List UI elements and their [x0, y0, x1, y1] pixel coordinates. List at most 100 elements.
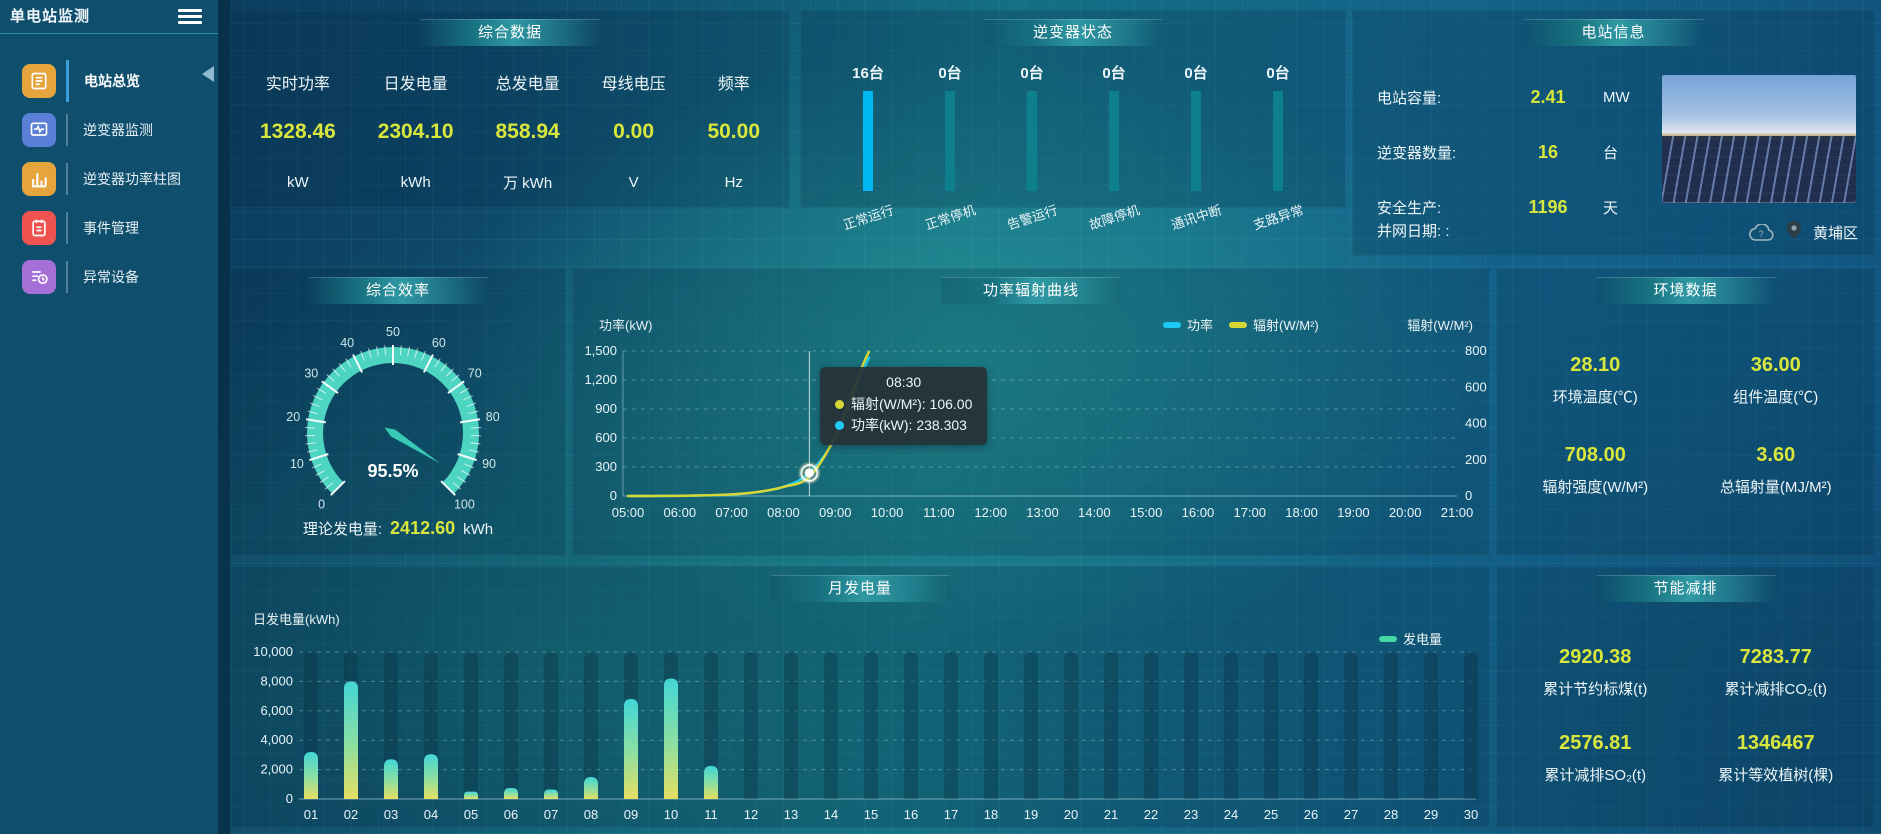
svg-text:06: 06: [504, 807, 518, 822]
station-info-row: 电站容量: 2.41 MW: [1377, 70, 1874, 125]
status-bar-通讯中断[interactable]: 0台 通讯中断: [1155, 62, 1237, 233]
svg-text:07: 07: [544, 807, 558, 822]
nav-indicator-line: [66, 211, 68, 244]
station-info-unit: MW: [1603, 89, 1630, 106]
metric-label: 总发电量: [495, 76, 560, 93]
svg-text:16: 16: [904, 807, 918, 822]
status-name: 通讯中断: [1169, 202, 1224, 233]
station-info-rows: 电站容量: 2.41 MW 逆变器数量: 16 台安全生产: 1196 天: [1353, 46, 1874, 235]
svg-text:04: 04: [424, 807, 438, 822]
sidebar-item-label: 事件管理: [83, 219, 139, 236]
svg-text:08:00: 08:00: [767, 505, 800, 520]
status-bar: [1273, 91, 1283, 191]
saving-label: 累计等效植树(棵): [1718, 767, 1834, 784]
metric-label: 频率: [717, 76, 750, 93]
status-name: 故障停机: [1087, 202, 1142, 233]
panel-efficiency-title: 综合效率: [308, 277, 488, 304]
svg-text:40: 40: [340, 336, 354, 350]
svg-text:18:00: 18:00: [1285, 505, 1318, 520]
legend-item-辐射(W/M²)[interactable]: 辐射(W/M²): [1229, 315, 1319, 334]
saving-label: 累计减排CO₂(t): [1724, 681, 1827, 698]
collapse-sidebar-arrow[interactable]: [202, 66, 214, 82]
svg-text:15:00: 15:00: [1130, 505, 1163, 520]
status-name: 告警运行: [1005, 202, 1060, 233]
sidebar-nav: 电站总览逆变器监测逆变器功率柱图 事件管理异常设备: [0, 56, 218, 301]
svg-text:10: 10: [664, 807, 678, 822]
status-bar: [1109, 91, 1119, 191]
sidebar-item-label: 电站总览: [84, 72, 140, 89]
svg-text:14:00: 14:00: [1078, 505, 1111, 520]
sidebar: 单电站监测 电站总览 逆变器监测 逆变器功率柱图 事件管理 异常设备: [0, 0, 218, 834]
metric-value: 50.00: [707, 120, 761, 143]
svg-text:20: 20: [1064, 807, 1078, 822]
svg-text:1,500: 1,500: [584, 343, 617, 358]
inverter-status-chart[interactable]: 16台 正常运行 0台 正常停机 0台 告警运行 0台 故障停机 0台 通讯中断 0台 支路异常: [801, 46, 1345, 233]
svg-text:4,000: 4,000: [260, 732, 293, 747]
theory-label: 理论发电量:: [302, 521, 383, 538]
sidebar-item-inverter-monitor[interactable]: 逆变器监测: [0, 105, 218, 154]
sidebar-item-label: 逆变器功率柱图: [83, 170, 181, 187]
svg-text:30: 30: [304, 367, 318, 381]
curve-right-axis-label: 辐射(W/M²): [1407, 318, 1473, 333]
station-info-value: 1196: [1528, 197, 1568, 217]
sidebar-item-inverter-power[interactable]: 逆变器功率柱图: [0, 154, 218, 203]
legend-item-功率[interactable]: 功率: [1163, 315, 1213, 334]
svg-text:25: 25: [1264, 807, 1278, 822]
location-pin-icon: [1786, 221, 1801, 243]
status-bar-支路异常[interactable]: 0台 支路异常: [1237, 62, 1319, 233]
environment-value: 36.00: [1750, 353, 1801, 376]
saving-values: 2920.38 累计节约标煤(t) 7283.77 累计减排CO₂(t) 2576.81…: [1497, 602, 1874, 798]
location-name: 黄埔区: [1812, 224, 1858, 242]
metric-unit: V: [628, 173, 639, 191]
station-info-label: 安全生产:: [1377, 200, 1442, 217]
svg-text:18: 18: [984, 807, 998, 822]
metric-value: 2304.10: [377, 120, 454, 143]
station-location: ? 黄埔区: [1749, 221, 1858, 243]
svg-text:600: 600: [595, 430, 617, 445]
svg-text:15: 15: [864, 807, 878, 822]
saving-value: 7283.77: [1739, 645, 1812, 668]
svg-text:10: 10: [290, 457, 304, 471]
sidebar-item-label: 逆变器监测: [83, 121, 153, 138]
panel-monthly-title: 月发电量: [770, 575, 950, 602]
panel-environment-title: 环境数据: [1595, 277, 1776, 304]
sidebar-item-event-manage[interactable]: 事件管理: [0, 203, 218, 252]
svg-text:50: 50: [386, 325, 400, 339]
status-bar-正常停机[interactable]: 0台 正常停机: [909, 62, 991, 233]
chart-tooltip: 08:30 辐射(W/M²): 106.00 功率(kW): 238.303: [820, 367, 988, 445]
svg-text:6,000: 6,000: [260, 703, 293, 718]
nav-indicator-line: [66, 162, 68, 195]
panel-monthly-generation: 月发电量 日发电量(kWh) 发电量 0 2,000 4,000 6,000 8,000…: [230, 566, 1490, 828]
status-name: 支路异常: [1251, 202, 1306, 233]
status-bar-告警运行[interactable]: 0台 告警运行: [991, 62, 1073, 233]
svg-text:20: 20: [286, 410, 300, 424]
sidebar-item-abnormal-device[interactable]: 异常设备: [0, 252, 218, 301]
station-info-row: 逆变器数量: 16 台: [1377, 125, 1874, 180]
status-bar-故障停机[interactable]: 0台 故障停机: [1073, 62, 1155, 233]
generation-legend-label: 发电量: [1403, 632, 1443, 647]
theory-unit: kWh: [463, 521, 494, 538]
svg-text:02: 02: [344, 807, 358, 822]
quad-cell-累计节约标煤(t): 2920.38 累计节约标煤(t): [1505, 636, 1686, 712]
svg-text:26: 26: [1304, 807, 1318, 822]
monitor-icon: [22, 112, 56, 147]
panel-efficiency: 综合效率 0 10 20 30 40 50 60 70 80 90 100 95.5% 理论发电量: …: [230, 268, 566, 556]
panel-saving-title: 节能减排: [1595, 575, 1776, 602]
svg-text:90: 90: [482, 457, 496, 471]
sidebar-item-overview[interactable]: 电站总览: [0, 56, 218, 105]
power-radiation-chart[interactable]: 0 300 600 900 1,200 1,500 0 200 400 600 800 05:00 06…: [573, 269, 1491, 557]
monthly-generation-chart[interactable]: 0 2,000 4,000 6,000 8,000 10,000 01 02 03 04 05 06 0…: [231, 567, 1491, 829]
svg-text:28: 28: [1384, 807, 1398, 822]
legend-swatch: [1163, 321, 1181, 328]
svg-text:13:00: 13:00: [1026, 505, 1059, 520]
panel-station-info: 电站信息 电站容量: 2.41 MW 逆变器数量: 16 台安全生产: 1196 天 并网日期…: [1352, 10, 1875, 256]
hamburger-icon[interactable]: [178, 9, 202, 25]
theory-value: 2412.60: [390, 518, 456, 538]
generation-swatch: [1379, 635, 1397, 642]
svg-text:05:00: 05:00: [612, 505, 645, 520]
status-bar-正常运行[interactable]: 16台 正常运行: [827, 62, 909, 233]
monthly-axis-label: 日发电量(kWh): [253, 612, 340, 627]
legend-item-generation[interactable]: 发电量: [1379, 629, 1442, 648]
svg-text:09:00: 09:00: [819, 505, 852, 520]
svg-text:05: 05: [464, 807, 478, 822]
